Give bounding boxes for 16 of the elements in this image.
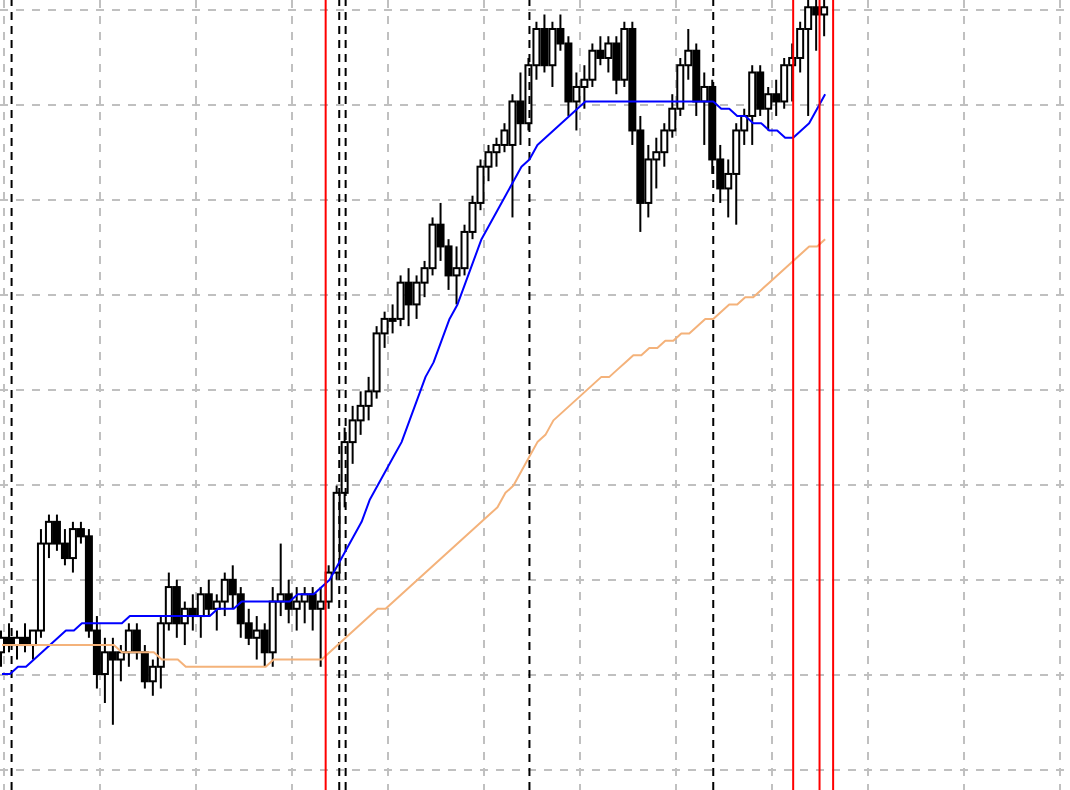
candlestick xyxy=(396,274,405,328)
candlestick xyxy=(68,520,77,574)
candlestick xyxy=(748,64,757,146)
candlestick xyxy=(300,586,309,625)
candlestick xyxy=(172,578,181,639)
candlestick xyxy=(612,35,621,96)
candlestick xyxy=(292,586,301,632)
candlestick xyxy=(404,267,413,328)
candlestick xyxy=(516,71,525,146)
candlestick xyxy=(604,35,613,74)
candlestick xyxy=(252,615,261,661)
candlestick xyxy=(812,0,821,52)
candlestick xyxy=(540,13,549,74)
candlestick xyxy=(196,586,205,639)
candlestick xyxy=(108,636,117,726)
candlestick xyxy=(548,20,557,88)
